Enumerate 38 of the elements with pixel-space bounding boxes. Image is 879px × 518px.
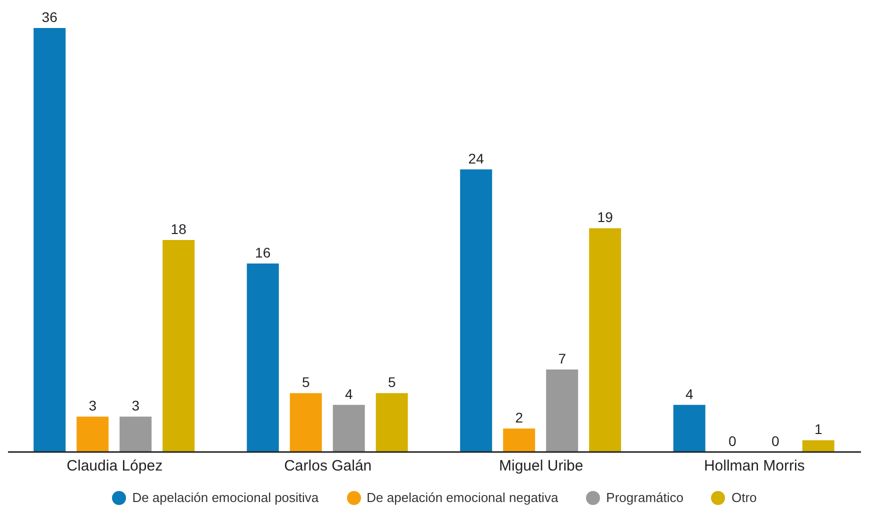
bar [802,440,834,452]
data-label: 5 [388,374,396,390]
bar [589,228,622,452]
data-label: 0 [771,432,780,449]
legend-label: Programático [606,490,684,505]
data-label: 7 [558,350,566,367]
x-tick-label: Hollman Morris [704,458,805,475]
bar [76,416,109,452]
bar [503,428,536,452]
x-tick-label: Carlos Galán [284,458,372,475]
bar [376,393,408,452]
data-label: 3 [132,398,140,414]
data-label: 2 [515,409,524,426]
x-tick-label: Miguel Uribe [499,458,584,475]
bar [460,169,492,452]
bar [162,240,195,452]
legend-label: De apelación emocional negativa [366,490,558,505]
bar [546,370,578,452]
bar [246,264,279,452]
bar [290,393,322,452]
bar [673,404,706,452]
bar [120,416,152,452]
data-label: 0 [728,432,736,449]
data-label: 36 [42,9,58,25]
bar [34,28,66,452]
bar [332,404,365,452]
data-label: 4 [344,386,353,402]
data-label: 19 [597,209,614,226]
data-label: 4 [685,386,694,402]
data-label: 18 [170,221,187,237]
data-label: 1 [814,421,822,438]
x-tick-label: Claudia López [66,458,163,475]
data-label: 16 [255,244,271,261]
data-label: 5 [302,374,310,390]
data-label: 3 [88,398,97,414]
legend-label: De apelación emocional positiva [132,490,319,505]
legend-label: Otro [731,490,757,505]
data-label: 24 [468,150,484,166]
